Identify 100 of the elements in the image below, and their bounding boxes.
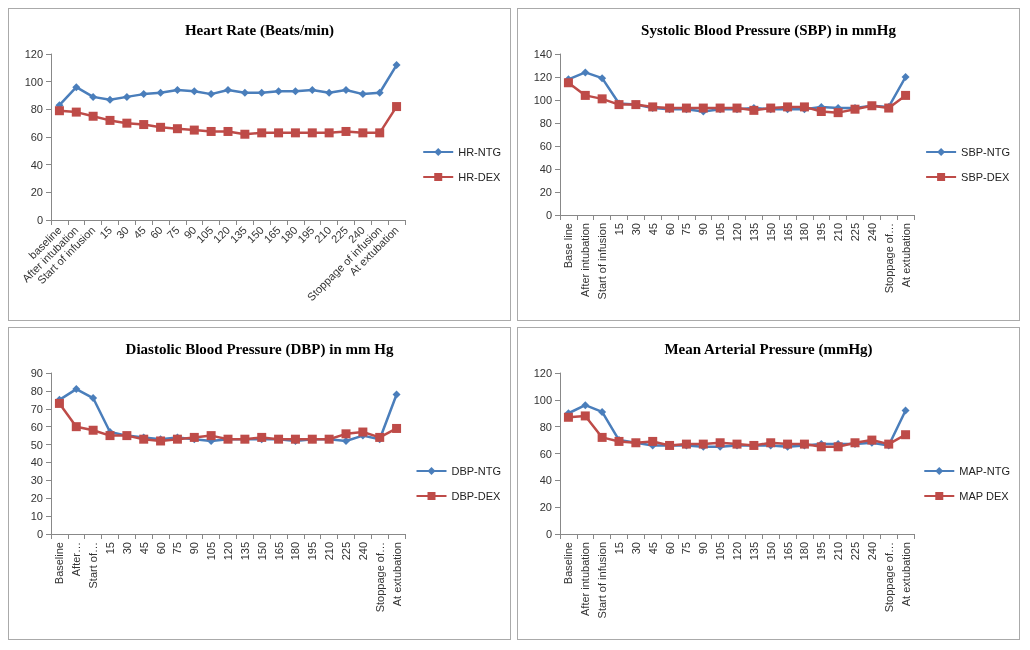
x-tick-label: 225 — [849, 223, 861, 242]
point — [341, 429, 351, 439]
x-tick-label: After intubation — [579, 542, 592, 616]
x-tick-label: 75 — [164, 223, 182, 241]
point — [648, 436, 658, 446]
point — [698, 103, 708, 113]
point — [597, 94, 607, 104]
x-tick-label: 135 — [747, 542, 760, 561]
y-tick-label: 0 — [545, 528, 552, 540]
x-tick-label: 90 — [188, 542, 201, 555]
y-tick-label: 120 — [24, 48, 43, 60]
point — [375, 88, 384, 97]
x-tick-label: 75 — [680, 542, 693, 555]
legend-label: MAP-NTG — [959, 465, 1011, 477]
point — [71, 422, 81, 432]
y-tick-label: 10 — [30, 510, 43, 523]
x-tick-label: 75 — [171, 542, 184, 555]
x-tick-label: 210 — [323, 542, 336, 561]
legend-label: DBP-DEX — [451, 490, 502, 502]
y-tick-label: 140 — [533, 48, 552, 60]
point — [89, 394, 98, 403]
y-tick-label: 0 — [36, 528, 43, 540]
x-tick-label: 150 — [764, 223, 777, 242]
x-tick-label: At extubation — [390, 542, 403, 607]
point — [901, 406, 910, 415]
x-tick-label: 15 — [613, 542, 625, 555]
x-tick-label: After… — [70, 542, 83, 577]
x-tick-label: At extubation — [899, 223, 912, 288]
x-tick-label: Stoppage of… — [882, 542, 895, 613]
x-tick-label: 180 — [798, 223, 811, 242]
y-tick-label: 20 — [30, 492, 43, 505]
x-tick-label: 210 — [832, 223, 845, 242]
y-tick-label: 60 — [30, 420, 43, 433]
point — [563, 78, 573, 88]
x-tick-label: 90 — [697, 542, 710, 555]
x-tick-label: At extubation — [899, 542, 912, 607]
point — [325, 88, 334, 97]
x-tick-label: 180 — [798, 542, 811, 561]
x-tick-label: 30 — [629, 223, 642, 236]
point — [580, 90, 590, 100]
x-tick-label: 75 — [680, 223, 693, 236]
x-tick-label: 120 — [731, 542, 743, 561]
point — [88, 111, 98, 121]
x-tick-label: 45 — [646, 542, 659, 555]
y-tick-label: 120 — [533, 71, 552, 83]
legend-label: HR-DEX — [458, 171, 502, 183]
y-tick-label: 100 — [533, 393, 552, 406]
y-tick-label: 80 — [30, 384, 43, 397]
point — [598, 74, 607, 83]
point — [563, 412, 573, 422]
point — [901, 73, 910, 81]
point — [240, 88, 249, 97]
chart-title: Mean Arterial Pressure (mmHg) — [664, 340, 873, 358]
x-tick-label: 195 — [815, 223, 828, 242]
point — [274, 128, 284, 138]
point — [816, 107, 826, 116]
y-tick-label: 80 — [539, 420, 552, 433]
x-tick-label: 105 — [714, 223, 727, 242]
point — [139, 90, 148, 99]
x-tick-label: 165 — [781, 542, 794, 561]
x-tick-label: Baseline — [562, 542, 575, 585]
chart-title: Heart Rate (Beats/min) — [184, 21, 335, 39]
point — [392, 61, 401, 70]
x-tick-label: 135 — [747, 223, 760, 242]
point — [54, 106, 64, 116]
point — [257, 88, 266, 97]
point — [106, 95, 114, 104]
point — [190, 87, 199, 96]
y-tick-label: 80 — [30, 103, 43, 116]
point — [598, 407, 607, 416]
x-tick-label: 195 — [815, 542, 828, 561]
x-tick-label: 225 — [340, 542, 352, 561]
point — [88, 425, 98, 435]
x-tick-label: 15 — [613, 223, 625, 236]
x-tick-label: 60 — [663, 223, 676, 236]
point — [358, 427, 368, 437]
x-tick-label: 60 — [154, 542, 167, 555]
y-tick-label: 100 — [533, 94, 552, 106]
x-tick-label: 60 — [147, 223, 165, 241]
legend-label: SBP-NTG — [961, 146, 1011, 158]
x-tick-label: 45 — [130, 223, 148, 241]
point — [122, 118, 132, 128]
point — [580, 411, 590, 421]
point — [392, 102, 402, 112]
y-tick-label: 60 — [539, 140, 552, 152]
legend-label: SBP-DEX — [961, 171, 1011, 183]
point — [206, 431, 216, 441]
point — [597, 432, 607, 442]
x-tick-label: After intubation — [579, 223, 592, 297]
point — [901, 430, 911, 440]
point — [392, 390, 401, 399]
point — [715, 438, 725, 448]
y-tick-label: 100 — [24, 75, 43, 88]
x-tick-label: 240 — [865, 223, 878, 242]
point — [224, 85, 232, 94]
point — [581, 401, 590, 410]
point — [223, 126, 233, 136]
x-tick-label: Start of infusion — [596, 542, 609, 619]
x-tick-label: 240 — [356, 542, 369, 561]
y-tick-label: 70 — [30, 402, 43, 415]
